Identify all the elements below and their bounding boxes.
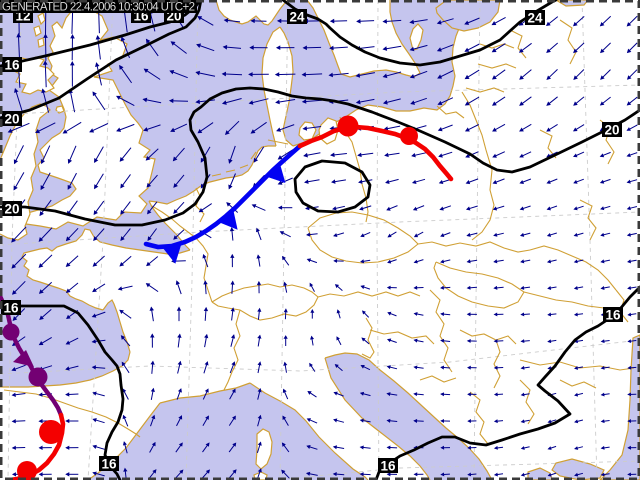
svg-text:16: 16	[101, 457, 117, 472]
svg-text:GENERATED 22.4.2006 10:30:04 U: GENERATED 22.4.2006 10:30:04 UTC+2	[2, 2, 195, 14]
svg-text:24: 24	[527, 11, 543, 26]
svg-text:20: 20	[4, 112, 19, 127]
svg-text:24: 24	[289, 10, 305, 25]
svg-text:20: 20	[604, 123, 619, 138]
svg-text:16: 16	[4, 58, 20, 73]
svg-text:16: 16	[605, 308, 621, 323]
svg-text:16: 16	[380, 459, 396, 474]
svg-text:16: 16	[3, 301, 19, 316]
svg-text:20: 20	[4, 202, 19, 217]
